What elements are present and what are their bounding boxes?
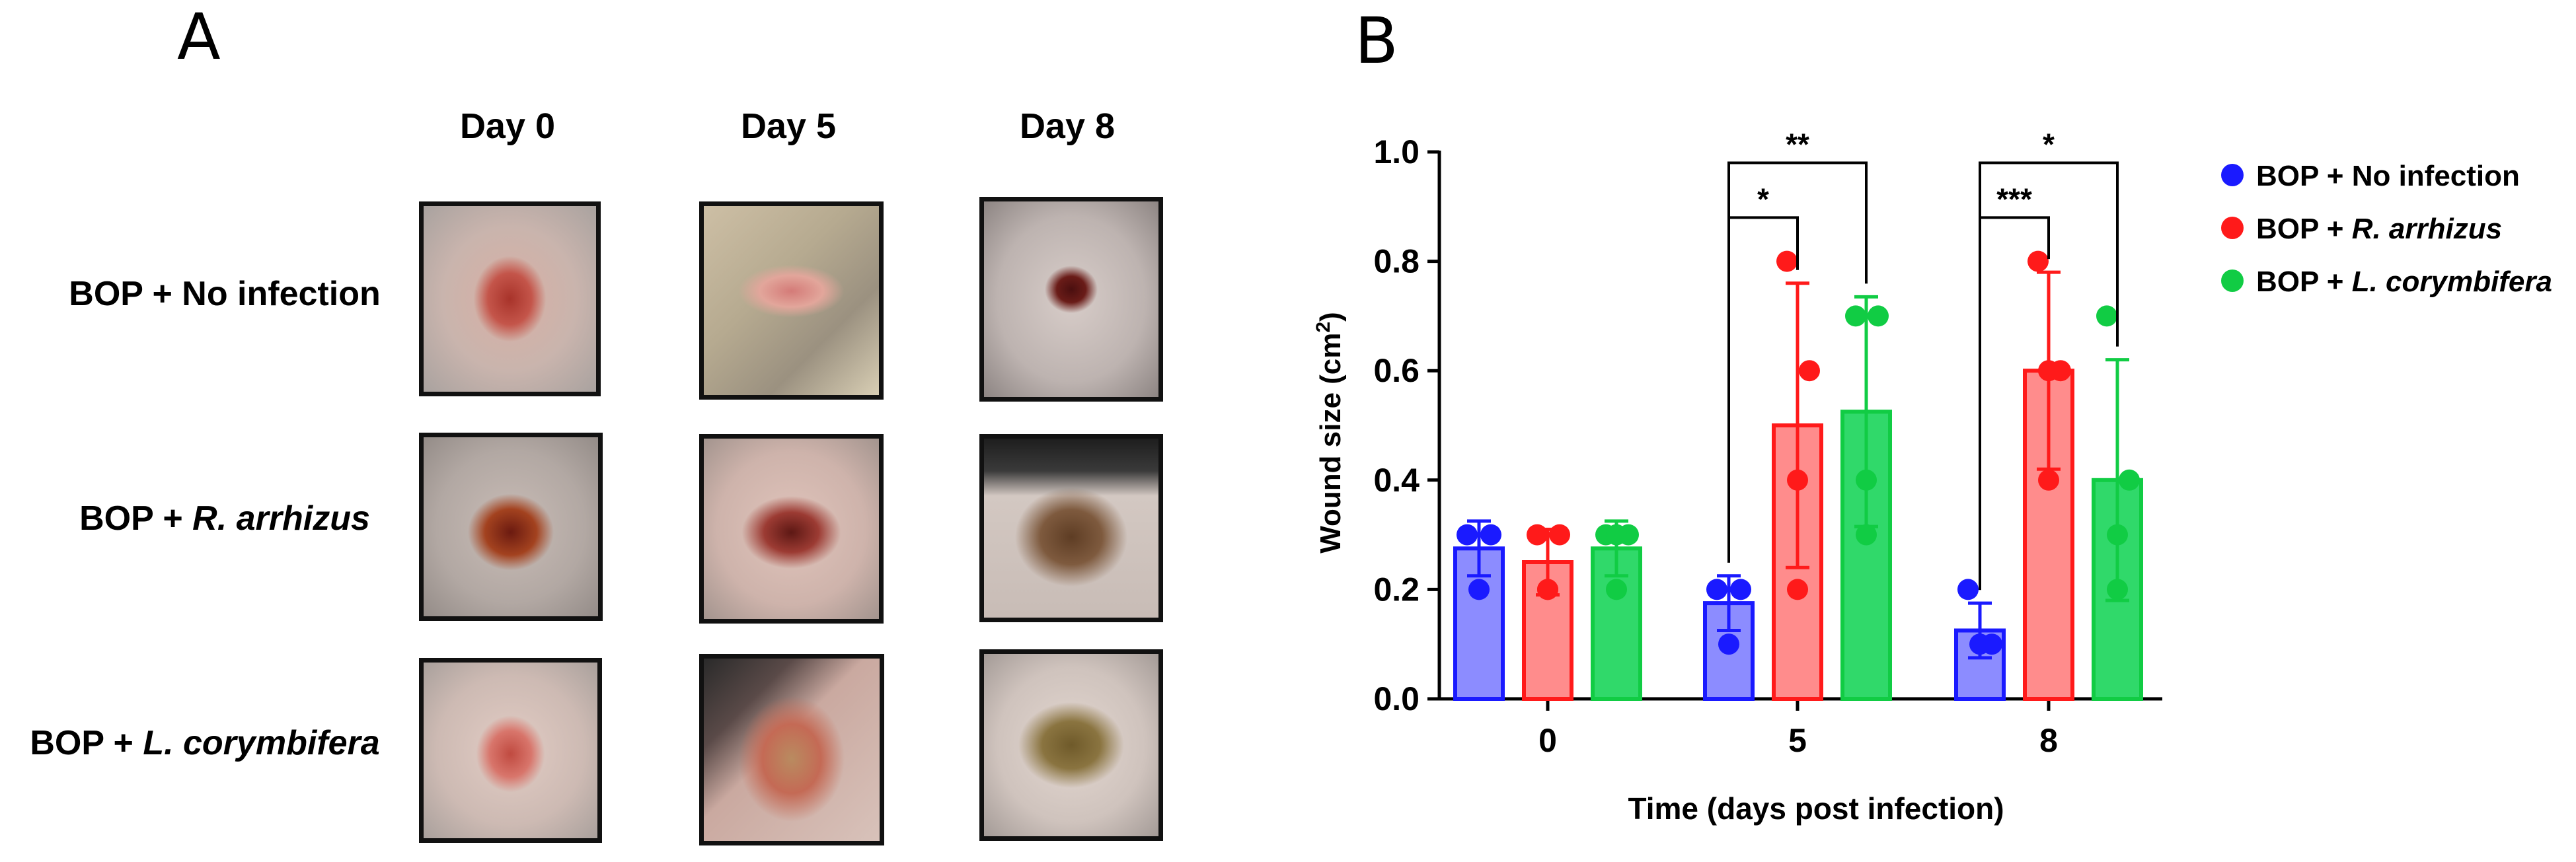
wound-photo-no-infection-day-8	[979, 197, 1163, 402]
wound-photo-no-infection-day-0	[419, 201, 601, 396]
wound-photo-l-corymbifera-day-0	[419, 658, 602, 843]
significance-label: ***	[1996, 182, 2032, 216]
significance-label: **	[1786, 127, 1809, 162]
data-point	[1969, 633, 1990, 655]
significance-label: *	[1757, 182, 1769, 216]
y-tick-label: 0.4	[1373, 462, 1420, 499]
wound-photo-r-arrhizus-day-5	[699, 434, 884, 624]
data-point	[1776, 250, 1798, 272]
legend-label-name: R. arrhizus	[2352, 213, 2502, 245]
data-point	[2096, 305, 2117, 327]
data-point	[2038, 360, 2059, 382]
data-point	[1549, 524, 1570, 546]
row-label-prefix: BOP +	[69, 275, 182, 313]
legend-marker	[2221, 217, 2244, 239]
y-tick-label: 0.0	[1373, 680, 1420, 717]
data-point	[1537, 579, 1558, 600]
legend-label-prefix: BOP +	[2256, 266, 2352, 298]
y-axis-label: Wound size (cm2)	[1312, 312, 1347, 553]
row-label-prefix: BOP +	[30, 724, 143, 762]
panel-b-letter: B	[1355, 4, 1398, 78]
data-point	[2027, 250, 2049, 272]
data-point	[1799, 360, 1820, 382]
x-tick-label: 8	[2039, 722, 2058, 759]
x-tick-label: 0	[1538, 722, 1557, 759]
wound-photo-r-arrhizus-day-8	[979, 434, 1163, 622]
row-label-l-corymbifera: BOP + L. corymbifera	[0, 723, 410, 763]
significance-bracket	[1727, 161, 1868, 563]
wound-photo-r-arrhizus-day-0	[419, 433, 603, 621]
data-point	[1868, 305, 1889, 327]
x-axis-label: Time (days post infection)	[1628, 791, 2004, 826]
data-point	[1457, 524, 1478, 546]
data-point	[1527, 524, 1548, 546]
panel-a-letter: A	[177, 0, 221, 74]
legend-label-prefix: BOP +	[2256, 160, 2352, 192]
legend-marker	[2221, 269, 2244, 292]
wound-photo-l-corymbifera-day-8	[979, 649, 1163, 841]
y-tick-label: 1.0	[1373, 133, 1420, 170]
data-point	[2107, 524, 2128, 546]
data-point	[1468, 579, 1490, 600]
row-label-name: R. arrhizus	[192, 499, 370, 538]
data-point	[1730, 579, 1751, 600]
legend-label-prefix: BOP +	[2256, 213, 2352, 245]
y-tick-label: 0.8	[1373, 243, 1420, 280]
data-point	[1606, 579, 1627, 600]
legend-label: BOP + No infection	[2256, 160, 2520, 192]
wound-photo-no-infection-day-5	[699, 201, 884, 400]
data-point	[1718, 633, 1739, 655]
data-point	[1787, 579, 1808, 600]
column-header-day-8: Day 8	[1019, 106, 1116, 146]
data-point	[1845, 305, 1866, 327]
data-point	[1480, 524, 1501, 546]
data-point	[1957, 579, 1979, 600]
row-label-no-infection: BOP + No infection	[20, 274, 430, 314]
y-tick-label: 0.2	[1373, 571, 1420, 608]
row-label-prefix: BOP +	[79, 499, 193, 538]
data-point	[1856, 524, 1877, 546]
data-point	[2107, 579, 2128, 600]
x-tick-label: 5	[1788, 722, 1807, 759]
legend-label-name: L. corymbifera	[2352, 266, 2552, 298]
data-point	[1787, 469, 1808, 491]
row-label-r-arrhizus: BOP + R. arrhizus	[20, 499, 430, 538]
data-point	[1706, 579, 1727, 600]
data-point	[1606, 524, 1627, 546]
significance-bracket	[1979, 161, 2119, 591]
legend-marker	[2221, 164, 2244, 186]
legend-label: BOP + R. arrhizus	[2256, 213, 2502, 245]
column-header-day-0: Day 0	[459, 106, 556, 146]
significance-label: *	[2043, 127, 2055, 162]
data-point	[1856, 469, 1877, 491]
row-label-name: L. corymbifera	[143, 724, 380, 762]
legend-label: BOP + L. corymbifera	[2256, 266, 2552, 298]
data-point	[2119, 469, 2140, 491]
legend-label-name: No infection	[2352, 160, 2520, 192]
wound-photo-l-corymbifera-day-5	[699, 654, 884, 845]
row-label-name: No infection	[182, 275, 381, 313]
column-header-day-5: Day 5	[740, 106, 837, 146]
y-tick-label: 0.6	[1373, 352, 1420, 389]
data-point	[2038, 469, 2059, 491]
